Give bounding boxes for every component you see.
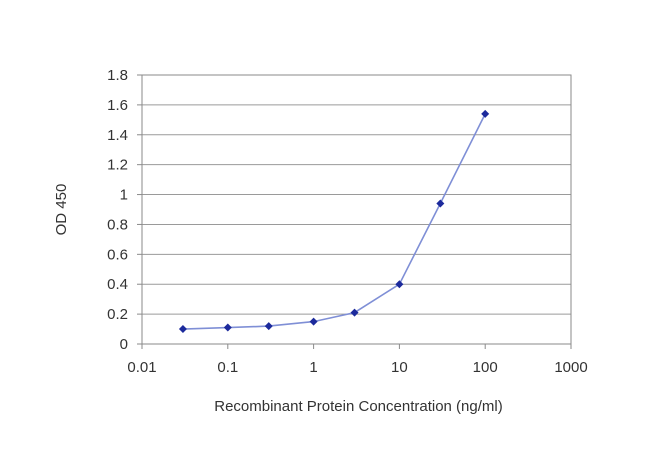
y-axis-title: OD 450 [53, 184, 70, 236]
y-tick-label-4: 0.8 [107, 216, 128, 233]
y-tick-label-6: 1.2 [107, 157, 128, 174]
y-tick-label-2: 0.4 [107, 276, 128, 293]
data-point-7 [481, 109, 490, 118]
series-group [178, 109, 490, 334]
data-point-5 [395, 280, 404, 289]
y-tick-label-3: 0.6 [107, 246, 128, 263]
data-point-3 [309, 317, 318, 326]
x-axis-title: Recombinant Protein Concentration (ng/ml… [214, 398, 502, 415]
y-tick-label-5: 1 [120, 187, 128, 204]
data-point-1 [223, 323, 232, 332]
y-tick-label-9: 1.8 [107, 67, 128, 84]
plot-area [141, 74, 572, 345]
x-axis-ticks: 0.01 0.1 1 10 100 1000 [127, 344, 588, 376]
y-tick-label-0: 0 [120, 336, 128, 353]
x-tick-label-1: 0.1 [217, 359, 238, 376]
x-tick-label-4: 100 [473, 359, 498, 376]
grid-lines [142, 74, 571, 315]
data-point-0 [178, 325, 187, 334]
x-tick-label-3: 10 [391, 359, 408, 376]
data-point-2 [264, 322, 273, 331]
y-axis-ticks: 0 0.2 0.4 0.6 0.8 1 1.2 1.4 1.6 1.8 [107, 67, 142, 353]
x-tick-label-2: 1 [309, 359, 317, 376]
y-tick-label-8: 1.6 [107, 97, 128, 114]
series-line-0 [182, 113, 486, 330]
y-tick-label-7: 1.4 [107, 127, 128, 144]
data-point-4 [350, 308, 359, 317]
y-tick-label-1: 0.2 [107, 306, 128, 323]
x-tick-label-5: 1000 [554, 359, 587, 376]
x-tick-label-0: 0.01 [127, 359, 156, 376]
data-point-6 [436, 199, 445, 208]
